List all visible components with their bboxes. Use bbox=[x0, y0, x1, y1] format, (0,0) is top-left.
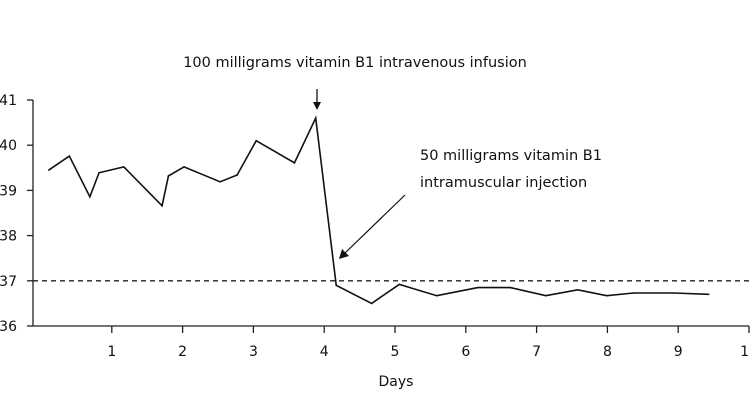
data-point bbox=[68, 155, 71, 157]
y-tick-label: 36 bbox=[0, 319, 17, 335]
arrow-im-icon bbox=[339, 194, 406, 259]
x-tick-label: 8 bbox=[603, 344, 612, 360]
x-tick-label: 4 bbox=[320, 344, 329, 360]
x-axis-label: Days bbox=[379, 374, 414, 390]
data-point bbox=[673, 292, 675, 294]
data-point bbox=[47, 169, 50, 171]
x-tick-label: 5 bbox=[391, 344, 400, 360]
data-point bbox=[167, 175, 170, 177]
x-tick-label: 9 bbox=[674, 344, 683, 360]
y-tick-label: 40 bbox=[0, 138, 17, 154]
data-point bbox=[632, 292, 635, 294]
y-tick-labels: 36 37 38 39 40 41 bbox=[0, 93, 17, 335]
data-point bbox=[335, 284, 338, 287]
annotation-im-injection-line2: intramuscular injection bbox=[420, 175, 587, 191]
data-point bbox=[509, 286, 512, 289]
x-tick-label: 7 bbox=[532, 344, 541, 360]
x-tick-labels: 1 2 3 4 5 6 7 8 9 10 bbox=[107, 344, 750, 360]
x-tick-label: 10 bbox=[740, 344, 750, 360]
data-point bbox=[98, 171, 100, 174]
data-points bbox=[47, 117, 710, 305]
data-point bbox=[314, 117, 317, 119]
data-point bbox=[398, 283, 401, 286]
data-point bbox=[545, 294, 547, 297]
data-point bbox=[123, 166, 125, 168]
arrow-iv-icon bbox=[313, 89, 321, 110]
data-point bbox=[605, 294, 608, 297]
x-tick-label: 1 bbox=[107, 344, 116, 360]
x-tick-label: 2 bbox=[178, 344, 187, 360]
annotation-iv-infusion: 100 milligrams vitamin B1 intravenous in… bbox=[183, 55, 527, 71]
data-point bbox=[219, 181, 221, 183]
data-point bbox=[183, 166, 185, 168]
y-tick-label: 39 bbox=[0, 183, 17, 199]
data-point bbox=[477, 286, 479, 289]
axes bbox=[27, 99, 750, 333]
data-point bbox=[576, 289, 579, 291]
data-point bbox=[255, 139, 258, 142]
y-tick-label: 38 bbox=[0, 229, 17, 245]
data-point bbox=[435, 294, 438, 297]
data-point bbox=[707, 293, 710, 296]
data-point bbox=[161, 204, 163, 207]
annotation-im-injection-line1: 50 milligrams vitamin B1 bbox=[420, 148, 602, 164]
data-point bbox=[89, 195, 91, 198]
temperature-series-line bbox=[48, 115, 709, 305]
y-tick-label: 41 bbox=[0, 93, 17, 109]
data-point bbox=[293, 162, 296, 164]
data-point bbox=[236, 174, 238, 176]
y-tick-label: 37 bbox=[0, 274, 17, 290]
x-tick-label: 3 bbox=[249, 344, 258, 360]
x-tick-label: 6 bbox=[461, 344, 470, 360]
data-point bbox=[370, 302, 373, 305]
